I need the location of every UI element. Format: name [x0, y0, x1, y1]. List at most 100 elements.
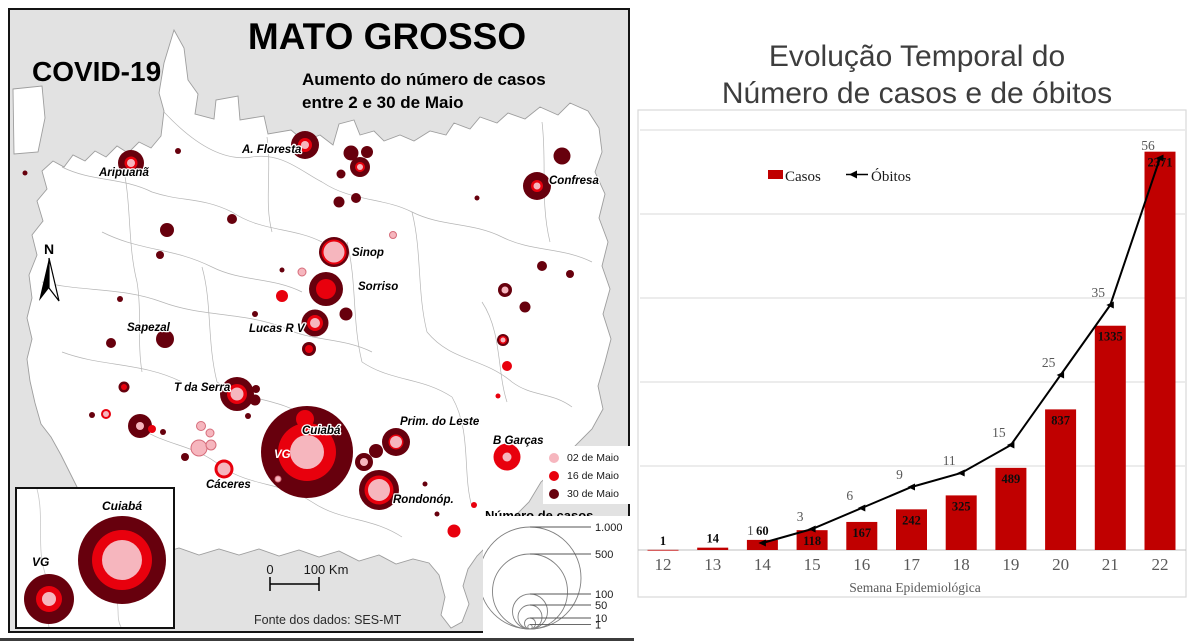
case-circle-may16	[276, 290, 288, 302]
case-circle-may02	[360, 458, 368, 466]
x-tick-14: 14	[754, 555, 772, 574]
case-circle-may30	[537, 261, 547, 271]
x-tick-22: 22	[1152, 555, 1169, 574]
case-circle-may16	[296, 410, 314, 428]
city-label-aripuan-: Aripuanã	[98, 167, 149, 179]
case-circle-may02	[127, 159, 135, 167]
size-legend: 1.000 500 100 50 10 1	[483, 516, 635, 634]
case-circle-may30	[156, 330, 174, 348]
size-legend-circle-100	[512, 593, 548, 630]
size-legend-circle-1000	[483, 526, 582, 630]
city-label-prim-do-leste: Prim. do Leste	[400, 416, 480, 428]
case-circle-may16	[316, 279, 336, 299]
case-circle-may30	[160, 429, 166, 435]
bar-value-week-22: 2371	[1148, 156, 1173, 170]
case-circle-may02	[301, 141, 309, 149]
covid-19-label: COVID-19	[32, 56, 162, 87]
case-circle-may16	[305, 345, 313, 353]
case-circle-may30	[117, 296, 123, 302]
date-legend-label: 02 de Maio	[567, 452, 619, 464]
case-circle-may02	[230, 387, 244, 401]
bar-week-20	[1045, 409, 1077, 550]
map-title: MATO GROSSO	[247, 16, 527, 57]
scale-start-label: 0	[266, 562, 273, 577]
case-circle-may02	[274, 475, 282, 483]
city-labels-layer: Aripuanã A. Floresta Confresa Sinop Sorriso L…	[97, 143, 601, 508]
north-arrow-icon: N	[39, 241, 60, 302]
bar-value-week-15: 118	[803, 534, 821, 548]
case-circle-may02	[389, 231, 397, 239]
date-legend-item: 30 de Maio	[549, 485, 638, 503]
date-legend-item: 16 de Maio	[549, 467, 638, 485]
size-legend-value: 500	[595, 549, 613, 561]
case-circle-may30	[343, 145, 359, 161]
obitos-value-week-20: 25	[1042, 355, 1056, 370]
obitos-value-week-19: 15	[992, 425, 1006, 440]
date-legend-item: 02 de Maio	[549, 449, 638, 467]
case-circle-may30	[351, 193, 361, 203]
chart-title-line2: Número de casos e de óbitos	[721, 77, 1113, 110]
chart-title: Evolução Temporal do Número de casos e d…	[634, 38, 1200, 112]
city-label-rondon-p-: Rondonóp.	[393, 494, 454, 506]
case-circle-may30	[181, 453, 189, 461]
case-circle-may02	[196, 421, 206, 431]
case-circle-may30	[519, 301, 531, 313]
bar-week-19	[995, 467, 1027, 550]
case-circle-may30	[333, 196, 345, 208]
x-tick-19: 19	[1002, 555, 1019, 574]
city-label-sorriso: Sorriso	[358, 281, 398, 293]
bar-week-21	[1094, 325, 1126, 550]
city-label-a-floresta: A. Floresta	[241, 144, 302, 156]
bar-week-18	[945, 495, 977, 550]
data-source: Fonte dos dados: SES-MT	[254, 613, 402, 627]
map-subtitle-line2: entre 2 e 30 de Maio	[302, 93, 464, 112]
north-label: N	[44, 241, 54, 257]
casos-legend-label: Casos	[785, 169, 821, 185]
case-circle-may30	[566, 270, 574, 278]
case-circle-may02	[290, 435, 324, 469]
case-circle-may30	[252, 311, 258, 317]
scale-bar	[269, 577, 320, 591]
case-circle-may02	[205, 439, 217, 451]
obitos-legend-marker	[849, 170, 857, 179]
case-circle-may02	[501, 286, 509, 294]
case-circles-layer	[22, 131, 574, 538]
case-circle-may02	[502, 452, 512, 462]
case-circle-may30	[245, 413, 251, 419]
mato-grosso-map: Aripuanã A. Floresta Confresa Sinop Sorriso L…	[12, 28, 612, 629]
obitos-value-week-17: 9	[896, 467, 903, 482]
city-label-t-da-serra: T da Serra	[174, 382, 231, 394]
city-label-sapezal: Sapezal	[127, 322, 171, 334]
date-legend-swatch	[549, 471, 559, 481]
case-circle-may16	[121, 384, 127, 390]
obitos-marker-week-14	[758, 539, 766, 547]
obitos-marker-week-22	[1156, 154, 1164, 162]
x-tick-20: 20	[1052, 555, 1069, 574]
x-tick-12: 12	[655, 555, 672, 574]
inset-circle-may02	[102, 540, 142, 580]
case-circle-may02	[390, 436, 402, 448]
case-circle-may02	[368, 479, 390, 501]
case-circle-may30	[160, 223, 174, 237]
scale-end-label: 100 Km	[304, 562, 349, 577]
case-circle-may30	[369, 444, 383, 458]
date-legend-label: 30 de Maio	[567, 488, 619, 500]
size-legend-value: 10	[595, 613, 607, 625]
bar-week-22	[1144, 151, 1176, 550]
case-circle-may30	[227, 214, 237, 224]
bar-value-week-14: 60	[756, 524, 769, 538]
chart-title-line1: Evolução Temporal do	[768, 40, 1066, 73]
map-subtitle: Aumento do número de casos entre 2 e 30 …	[302, 68, 546, 114]
case-circle-may02	[500, 337, 506, 343]
x-tick-18: 18	[953, 555, 970, 574]
case-circle-may02	[205, 428, 215, 438]
bar-week-15	[796, 530, 828, 550]
obitos-value-week-16: 6	[846, 488, 853, 503]
case-circle-may02	[297, 267, 307, 277]
date-legend-swatch	[549, 489, 559, 499]
bar-value-week-20: 837	[1051, 413, 1070, 427]
case-circle-may16	[447, 524, 461, 538]
